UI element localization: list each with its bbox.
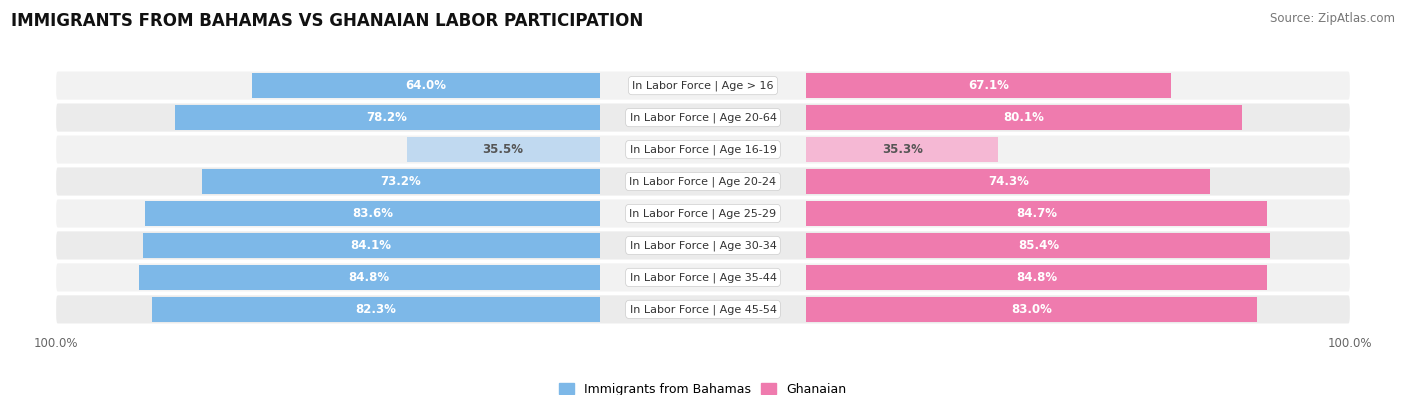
Text: 73.2%: 73.2% [380, 175, 420, 188]
FancyBboxPatch shape [56, 71, 1350, 100]
Text: 78.2%: 78.2% [367, 111, 408, 124]
Bar [807, 137, 998, 162]
FancyBboxPatch shape [56, 103, 1350, 132]
Text: 83.0%: 83.0% [1011, 303, 1052, 316]
FancyBboxPatch shape [56, 263, 1350, 292]
Text: In Labor Force | Age 35-44: In Labor Force | Age 35-44 [630, 272, 776, 283]
Text: 84.8%: 84.8% [1017, 271, 1057, 284]
Bar [142, 233, 599, 258]
Text: 83.6%: 83.6% [352, 207, 392, 220]
Bar [807, 233, 1271, 258]
Text: In Labor Force | Age 25-29: In Labor Force | Age 25-29 [630, 208, 776, 219]
Text: Source: ZipAtlas.com: Source: ZipAtlas.com [1270, 12, 1395, 25]
Text: In Labor Force | Age 30-34: In Labor Force | Age 30-34 [630, 240, 776, 251]
Bar [807, 169, 1211, 194]
FancyBboxPatch shape [56, 199, 1350, 228]
Text: 35.3%: 35.3% [882, 143, 922, 156]
Bar [406, 137, 599, 162]
Bar [145, 201, 599, 226]
Bar [202, 169, 599, 194]
Text: IMMIGRANTS FROM BAHAMAS VS GHANAIAN LABOR PARTICIPATION: IMMIGRANTS FROM BAHAMAS VS GHANAIAN LABO… [11, 12, 644, 30]
Bar [174, 105, 599, 130]
FancyBboxPatch shape [56, 135, 1350, 164]
Bar [139, 265, 599, 290]
Text: 85.4%: 85.4% [1018, 239, 1059, 252]
Legend: Immigrants from Bahamas, Ghanaian: Immigrants from Bahamas, Ghanaian [554, 378, 852, 395]
Text: 84.7%: 84.7% [1017, 207, 1057, 220]
Text: 82.3%: 82.3% [356, 303, 396, 316]
Bar [807, 201, 1267, 226]
Text: 64.0%: 64.0% [405, 79, 446, 92]
Text: 84.1%: 84.1% [350, 239, 391, 252]
FancyBboxPatch shape [56, 295, 1350, 324]
Text: 80.1%: 80.1% [1004, 111, 1045, 124]
FancyBboxPatch shape [56, 231, 1350, 260]
Text: 84.8%: 84.8% [349, 271, 389, 284]
Bar [807, 73, 1171, 98]
Text: In Labor Force | Age 16-19: In Labor Force | Age 16-19 [630, 144, 776, 155]
Text: In Labor Force | Age 20-24: In Labor Force | Age 20-24 [630, 176, 776, 187]
Bar [807, 265, 1267, 290]
Bar [807, 105, 1241, 130]
Bar [807, 297, 1257, 322]
Text: In Labor Force | Age > 16: In Labor Force | Age > 16 [633, 80, 773, 91]
Text: 74.3%: 74.3% [988, 175, 1029, 188]
Text: 67.1%: 67.1% [969, 79, 1010, 92]
Text: In Labor Force | Age 20-64: In Labor Force | Age 20-64 [630, 112, 776, 123]
Text: In Labor Force | Age 45-54: In Labor Force | Age 45-54 [630, 304, 776, 315]
Bar [252, 73, 599, 98]
FancyBboxPatch shape [56, 167, 1350, 196]
Bar [152, 297, 599, 322]
Text: 35.5%: 35.5% [482, 143, 523, 156]
